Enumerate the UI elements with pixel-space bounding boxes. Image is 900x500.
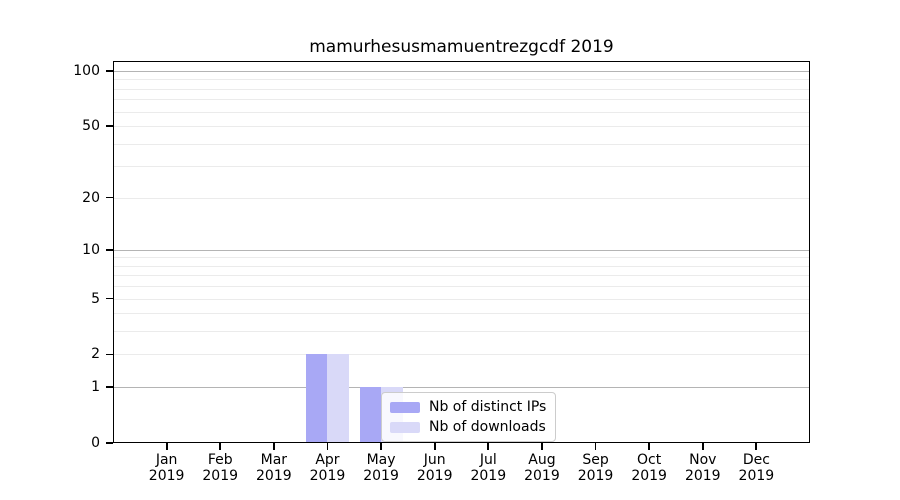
x-tick-month: Sep (582, 452, 609, 468)
x-tick-year: 2019 (202, 468, 239, 484)
x-tick-month: Oct (637, 452, 662, 468)
plot-area: Nb of distinct IPs Nb of downloads (113, 61, 810, 443)
gridline-y-3 (113, 331, 810, 333)
x-tick-label-sep: Sep 2019 (566, 452, 626, 484)
gridline-y-20 (113, 197, 810, 199)
x-tick-year: 2019 (577, 468, 614, 484)
x-tick-mark (541, 443, 543, 450)
legend-item-distinct-ips: Nb of distinct IPs (390, 399, 546, 415)
gridline-y-4 (113, 313, 810, 315)
x-tick-mark (380, 443, 382, 450)
bar-may-distinct-ips (359, 387, 382, 443)
x-tick-year: 2019 (309, 468, 346, 484)
x-tick-label-apr: Apr 2019 (297, 452, 357, 484)
y-tick-label: 100 (73, 63, 100, 79)
legend-label-distinct-ips: Nb of distinct IPs (429, 399, 547, 415)
axes-frame (113, 61, 810, 443)
gridline-y-6 (113, 286, 810, 288)
x-tick-year: 2019 (524, 468, 560, 484)
gridline-y-40 (113, 143, 810, 145)
x-tick-mark (648, 443, 651, 450)
x-tick-year: 2019 (416, 468, 453, 484)
x-tick-mark (219, 443, 222, 450)
y-tick-label: 1 (91, 379, 100, 396)
gridline-y-1 (113, 387, 810, 389)
y-tick-mark (106, 196, 113, 199)
legend: Nb of distinct IPs Nb of downloads (381, 392, 557, 442)
gridline-y-80 (113, 88, 810, 90)
y-tick-mark (106, 297, 113, 300)
gridline-y-30 (113, 166, 810, 168)
x-tick-year: 2019 (148, 468, 185, 484)
x-tick-mark (701, 443, 704, 450)
legend-item-downloads: Nb of downloads (390, 419, 546, 435)
gridline-y-60 (113, 111, 810, 113)
x-tick-year: 2019 (256, 468, 292, 484)
gridline-y-100 (113, 71, 810, 73)
gridline-y-50 (113, 126, 810, 128)
x-tick-month: Aug (528, 452, 556, 468)
y-tick-mark (106, 70, 113, 72)
x-tick-label-feb: Feb 2019 (190, 452, 250, 484)
legend-swatch-downloads-icon (390, 421, 420, 433)
y-tick-mark (106, 442, 113, 444)
x-tick-month: Nov (689, 452, 717, 468)
gridline-y-70 (113, 99, 810, 101)
x-tick-mark (165, 443, 168, 450)
y-tick-label: 2 (91, 346, 100, 363)
gridline-y-90 (113, 79, 810, 81)
y-tick-label: 10 (82, 241, 100, 258)
x-tick-label-jun: Jun 2019 (405, 452, 465, 484)
x-tick-year: 2019 (470, 468, 507, 484)
x-tick-label-dec: Dec 2019 (726, 452, 786, 484)
y-tick-label: 5 (91, 290, 100, 307)
x-tick-label-aug: Aug 2019 (512, 452, 572, 484)
x-tick-label-oct: Oct 2019 (619, 452, 679, 484)
gridline-y-5 (113, 298, 810, 300)
x-tick-mark (755, 443, 758, 450)
x-tick-mark (326, 443, 329, 450)
bar-apr-downloads (327, 354, 349, 443)
x-tick-month: Apr (315, 452, 340, 468)
gridline-y-10 (113, 249, 810, 251)
gridline-y-7 (113, 275, 810, 277)
x-tick-month: May (366, 452, 396, 468)
y-tick-mark (106, 248, 113, 251)
x-tick-mark (433, 443, 436, 450)
x-tick-label-jul: Jul 2019 (458, 452, 518, 484)
y-tick-label: 0 (91, 435, 100, 451)
x-tick-year: 2019 (738, 468, 775, 484)
x-tick-mark (594, 443, 597, 450)
chart-title: mamurhesusmamuentrezgcdf 2019 (309, 37, 614, 57)
x-tick-year: 2019 (631, 468, 667, 484)
x-tick-mark (272, 443, 275, 450)
y-tick-mark (106, 125, 113, 127)
x-tick-month: Feb (207, 452, 233, 468)
x-tick-label-may: May 2019 (351, 452, 411, 484)
legend-swatch-distinct-ips-icon (390, 401, 420, 413)
x-tick-year: 2019 (363, 468, 399, 484)
y-tick-mark (106, 386, 113, 389)
x-tick-label-nov: Nov 2019 (673, 452, 733, 484)
x-tick-month: Dec (742, 452, 770, 468)
legend-label-downloads: Nb of downloads (429, 419, 546, 435)
gridline-y-8 (113, 265, 810, 267)
x-tick-month: Jun (423, 452, 446, 468)
x-tick-mark (487, 443, 490, 450)
y-tick-label: 50 (82, 118, 100, 135)
x-tick-label-jan: Jan 2019 (137, 452, 197, 484)
x-tick-label-mar: Mar 2019 (244, 452, 304, 484)
x-tick-month: Jul (479, 452, 497, 468)
y-tick-mark (106, 353, 113, 356)
bar-apr-distinct-ips (306, 354, 328, 443)
gridline-y-9 (113, 257, 810, 259)
x-tick-month: Mar (260, 452, 288, 468)
x-tick-month: Jan (155, 452, 178, 468)
y-tick-label: 20 (82, 189, 100, 206)
gridline-y-2 (113, 354, 810, 356)
x-tick-year: 2019 (684, 468, 721, 484)
